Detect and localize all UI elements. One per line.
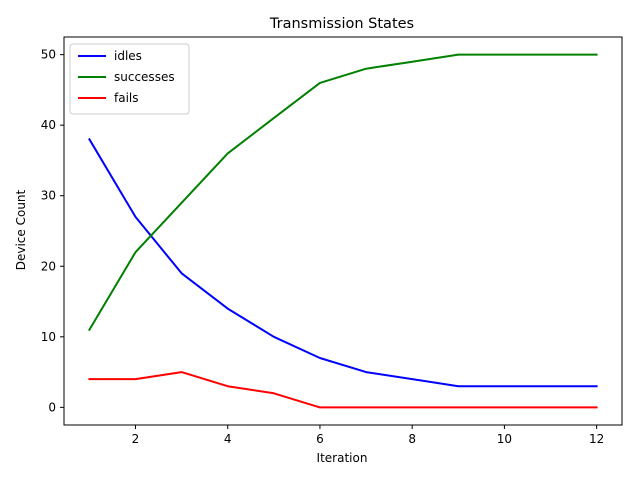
x-tick-label: 12 xyxy=(589,432,604,446)
chart-title: Transmission States xyxy=(269,16,414,32)
plot-area xyxy=(88,53,598,409)
x-tick-label: 4 xyxy=(224,432,232,446)
legend-label-fails: fails xyxy=(114,91,139,105)
y-axis-label: Device Count xyxy=(14,189,28,270)
legend-label-successes: successes xyxy=(114,70,175,84)
series-line-successes xyxy=(88,53,598,332)
plot-frame xyxy=(63,36,623,426)
x-tick-label: 6 xyxy=(316,432,324,446)
y-axis: 0 10 20 30 40 50 xyxy=(41,48,64,414)
series-line-idles xyxy=(88,137,598,388)
x-tick-label: 2 xyxy=(132,432,140,446)
x-tick-label: 8 xyxy=(408,432,416,446)
legend-box xyxy=(69,43,190,115)
y-tick-label: 20 xyxy=(41,259,56,273)
x-axis-label: Iteration xyxy=(317,451,368,465)
series-line-fails xyxy=(88,371,598,409)
legend-label-idles: idles xyxy=(114,49,142,63)
y-tick-label: 50 xyxy=(41,48,56,62)
y-tick-label: 40 xyxy=(41,118,56,132)
x-axis: 2 4 6 8 10 12 xyxy=(132,425,604,446)
y-tick-label: 30 xyxy=(41,189,56,203)
y-tick-label: 0 xyxy=(48,400,56,414)
legend: idles successes fails xyxy=(69,43,190,115)
x-tick-label: 10 xyxy=(497,432,512,446)
y-tick-label: 10 xyxy=(41,330,56,344)
